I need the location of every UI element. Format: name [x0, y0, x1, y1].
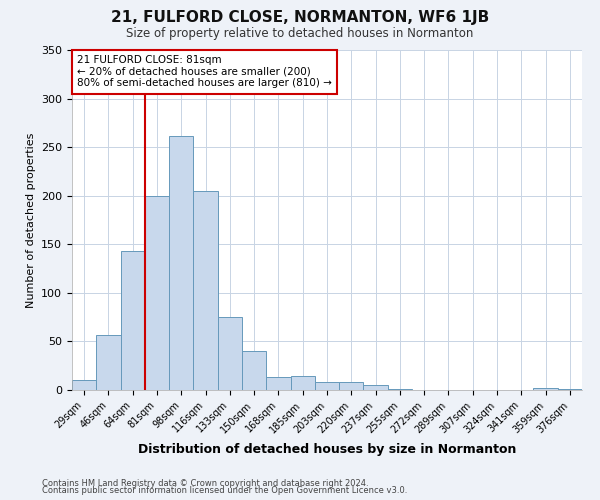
- Bar: [242, 351, 266, 390]
- Text: Contains public sector information licensed under the Open Government Licence v3: Contains public sector information licen…: [42, 486, 407, 495]
- Text: Size of property relative to detached houses in Normanton: Size of property relative to detached ho…: [127, 28, 473, 40]
- Bar: [364, 385, 388, 390]
- Bar: [558, 389, 582, 390]
- Bar: [72, 380, 96, 390]
- Bar: [169, 136, 193, 390]
- Bar: [218, 317, 242, 390]
- Bar: [96, 334, 121, 390]
- Bar: [339, 382, 364, 390]
- Bar: [290, 376, 315, 390]
- Bar: [145, 196, 169, 390]
- Text: Contains HM Land Registry data © Crown copyright and database right 2024.: Contains HM Land Registry data © Crown c…: [42, 478, 368, 488]
- Bar: [388, 389, 412, 390]
- Bar: [121, 251, 145, 390]
- Bar: [315, 382, 339, 390]
- Bar: [193, 191, 218, 390]
- Bar: [266, 378, 290, 390]
- X-axis label: Distribution of detached houses by size in Normanton: Distribution of detached houses by size …: [138, 443, 516, 456]
- Text: 21, FULFORD CLOSE, NORMANTON, WF6 1JB: 21, FULFORD CLOSE, NORMANTON, WF6 1JB: [111, 10, 489, 25]
- Bar: [533, 388, 558, 390]
- Text: 21 FULFORD CLOSE: 81sqm
← 20% of detached houses are smaller (200)
80% of semi-d: 21 FULFORD CLOSE: 81sqm ← 20% of detache…: [77, 55, 332, 88]
- Y-axis label: Number of detached properties: Number of detached properties: [26, 132, 35, 308]
